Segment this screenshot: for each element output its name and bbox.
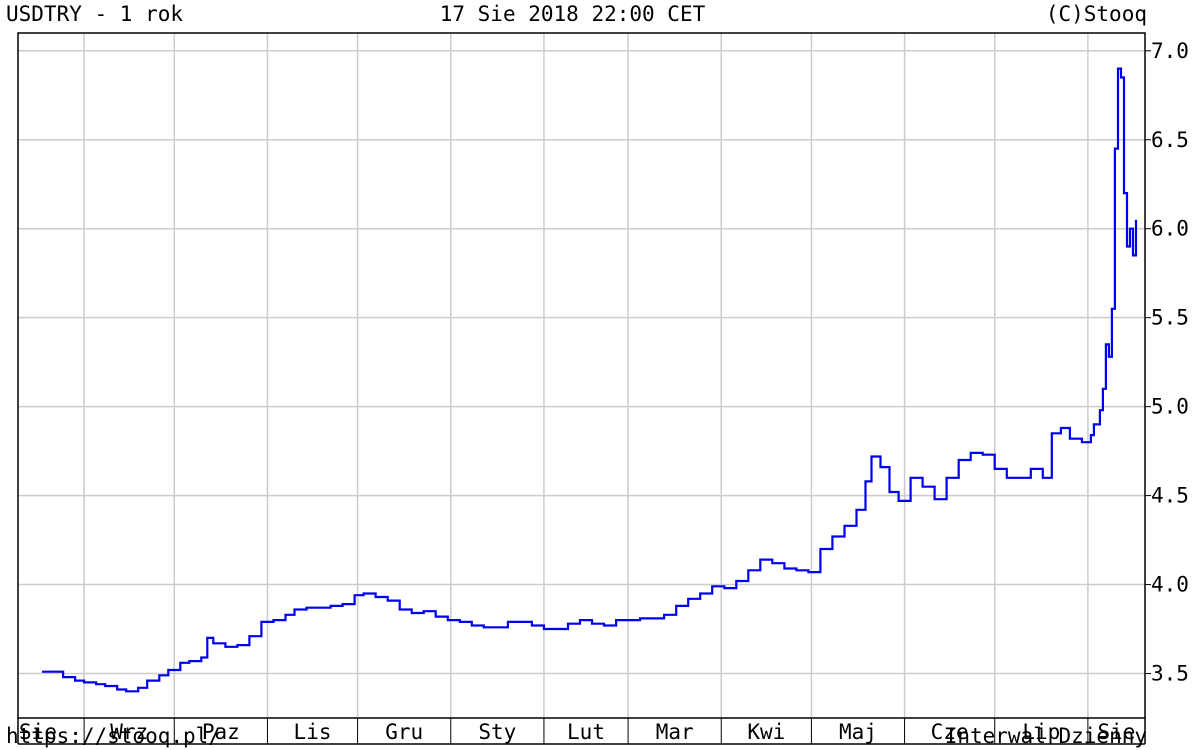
x-tick-label: Lip: [1022, 720, 1060, 744]
x-tick-label: Lut: [567, 720, 605, 744]
x-tick-label: Sty: [478, 720, 516, 744]
y-tick-label: 5.5: [1151, 306, 1189, 330]
y-tick-label: 5.0: [1151, 395, 1189, 419]
x-tick-label: Cze: [931, 720, 969, 744]
interval-label: Interwal Dzienny: [944, 724, 1147, 748]
x-tick-label: Lis: [294, 720, 332, 744]
plot-frame: [17, 32, 1146, 719]
y-tick-label: 4.0: [1151, 573, 1189, 597]
y-tick-label: 6.5: [1151, 128, 1189, 152]
x-tick-label: Kwi: [747, 720, 785, 744]
y-tick-label: 3.5: [1151, 662, 1189, 686]
chart-footer: https://stooq.pl/ Interwal Dzienny: [0, 722, 1200, 750]
x-tick-label: Sie: [1097, 720, 1135, 744]
chart-header: USDTRY - 1 rok 17 Sie 2018 22:00 CET (C)…: [0, 0, 1200, 28]
x-tick-label: Sie: [19, 720, 57, 744]
source-link[interactable]: https://stooq.pl/: [6, 724, 221, 748]
x-tick-label: Maj: [839, 720, 877, 744]
y-tick-label: 6.0: [1151, 217, 1189, 241]
x-tick-label: Gru: [385, 720, 423, 744]
x-tick-label: Paz: [202, 720, 240, 744]
chart-title: USDTRY - 1 rok: [6, 2, 184, 26]
x-tick-label: Wrz: [110, 720, 148, 744]
chart-copyright: (C)Stooq: [1045, 2, 1147, 26]
price-series-line: [42, 67, 1138, 693]
y-tick-label: 4.5: [1151, 484, 1189, 508]
chart-timestamp: 17 Sie 2018 22:00 CET: [439, 2, 706, 26]
y-tick-label: 7.0: [1151, 39, 1189, 63]
x-tick-label: Mar: [656, 720, 694, 744]
